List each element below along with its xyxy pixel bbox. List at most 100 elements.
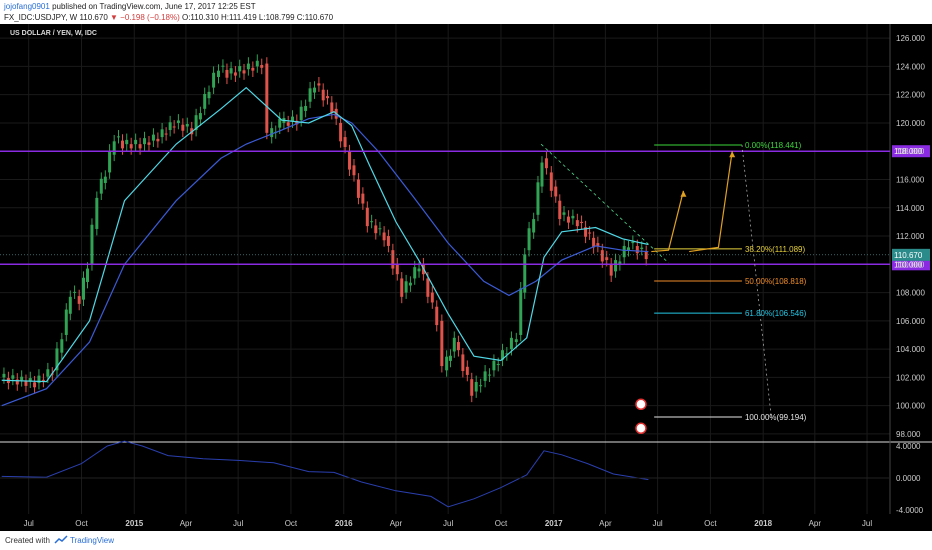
- candle-body: [483, 371, 487, 381]
- candle-body: [326, 96, 330, 99]
- candle-body: [143, 138, 147, 145]
- fib-level-label: 38.20%(111.089): [745, 245, 806, 254]
- candle-body: [509, 337, 513, 350]
- tradingview-brand[interactable]: TradingView: [70, 536, 115, 545]
- projection-arrow-short-head: [680, 190, 687, 197]
- x-tick-label: 2016: [335, 519, 353, 528]
- candle-body: [212, 72, 216, 88]
- candle-body: [479, 385, 483, 387]
- candle-body: [532, 219, 536, 233]
- event-marker-icon: [635, 398, 647, 410]
- x-tick-label: 2018: [754, 519, 772, 528]
- y-tick-label: 110.000: [896, 260, 925, 269]
- candle-body: [592, 237, 596, 248]
- chart-area[interactable]: 118.000 110.000 110.670 0.00%(118.441) 38.20…: [0, 24, 932, 531]
- candle-body: [343, 137, 347, 147]
- y-tick-label: 116.000: [896, 175, 925, 184]
- candle-body: [138, 144, 142, 149]
- candle-body: [519, 288, 523, 335]
- candle-body: [474, 381, 478, 392]
- candle-body: [558, 200, 562, 220]
- level-price-tag: [892, 145, 930, 158]
- candle-body: [81, 277, 85, 300]
- chart-title: US DOLLAR / YEN, W, IDC: [10, 30, 97, 37]
- candle-body: [430, 292, 434, 303]
- candle-body: [496, 363, 500, 366]
- candle-body: [233, 72, 237, 76]
- change-text: ▼ −0.198 (−0.18%): [110, 13, 180, 22]
- candle-body: [121, 140, 125, 149]
- y-tick-label: 98.000: [896, 430, 921, 439]
- last-price-tag: [892, 248, 930, 261]
- x-tick-label: Jul: [652, 519, 662, 528]
- candle-body: [90, 224, 94, 265]
- candle-body: [413, 267, 417, 279]
- candle-body: [28, 378, 32, 382]
- candle-body: [11, 375, 15, 379]
- candle-body: [465, 366, 469, 375]
- x-tick-label: Oct: [495, 519, 508, 528]
- candle-body: [330, 102, 334, 114]
- oscillator-tick-label: 4.0000: [896, 442, 921, 451]
- last-price-label: 110.670: [894, 251, 923, 260]
- candle-body: [540, 162, 544, 187]
- x-tick-label: Jul: [24, 519, 34, 528]
- candle-body: [505, 353, 509, 355]
- candle-body: [352, 165, 356, 176]
- candle-body: [321, 89, 325, 101]
- projection-arrow-short: [651, 190, 685, 253]
- candle-body: [99, 178, 103, 194]
- candle-body: [255, 60, 259, 67]
- candle-body: [134, 139, 138, 145]
- candle-body: [544, 158, 548, 169]
- candle-body: [461, 354, 465, 372]
- symbol-line: FX_IDC:USDJPY, W 110.670 ▼ −0.198 (−0.18…: [4, 13, 333, 22]
- candle-body: [265, 63, 269, 133]
- candle-body: [408, 282, 412, 286]
- publish-line: jojofang0901 published on TradingView.co…: [4, 2, 256, 11]
- candle-body: [426, 278, 430, 297]
- author-link[interactable]: jojofang0901: [4, 2, 50, 11]
- candle-body: [618, 261, 622, 265]
- candle-body: [216, 70, 220, 78]
- candle-body: [566, 216, 570, 223]
- candle-body: [626, 247, 630, 251]
- candle-body: [176, 120, 180, 123]
- oscillator-tick-label: 0.0000: [896, 474, 921, 483]
- y-tick-label: 112.000: [896, 232, 925, 241]
- fib-level-label: 50.00%(108.818): [745, 277, 807, 286]
- candle-body: [448, 355, 452, 361]
- candle-body: [348, 151, 352, 170]
- fib-diagonal: [741, 144, 772, 418]
- ohlc-text: O:110.310 H:111.419 L:108.799 C:110.670: [181, 13, 334, 22]
- candle-body: [181, 124, 185, 131]
- candle-body: [229, 68, 233, 74]
- candle-body: [270, 128, 274, 138]
- x-tick-label: Jul: [862, 519, 872, 528]
- candle-body: [64, 309, 68, 335]
- x-tick-label: 2015: [125, 519, 143, 528]
- candle-body: [596, 243, 600, 246]
- oscillator-line: [1, 440, 649, 508]
- tradingview-logo-icon[interactable]: [54, 535, 68, 545]
- fib-level-label: 61.80%(106.546): [745, 309, 807, 318]
- level-price-tag: [892, 258, 930, 271]
- candle-body: [304, 105, 308, 111]
- candle-body: [60, 339, 64, 353]
- candle-body: [125, 139, 129, 145]
- candle-body: [313, 87, 317, 93]
- candle-body: [299, 106, 303, 121]
- x-tick-label: Jul: [443, 519, 453, 528]
- candle-body: [2, 373, 6, 378]
- y-tick-label: 108.000: [896, 289, 925, 298]
- candle-body: [172, 126, 176, 128]
- y-tick-label: 118.000: [896, 147, 925, 156]
- footer: Created with TradingView: [0, 531, 932, 550]
- candle-body: [571, 215, 575, 219]
- candle-body: [614, 260, 618, 272]
- x-tick-label: Oct: [285, 519, 298, 528]
- x-tick-label: Apr: [390, 519, 403, 528]
- candle-body: [308, 88, 312, 102]
- candle-body: [225, 69, 229, 78]
